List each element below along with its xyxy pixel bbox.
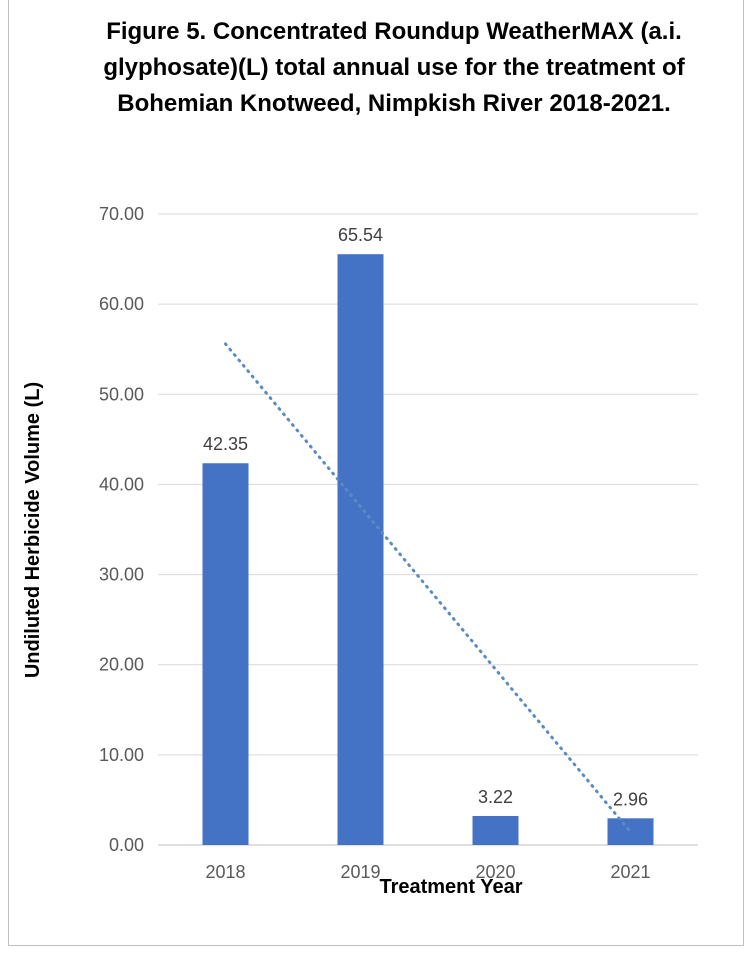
y-tick-label: 70.00: [99, 204, 144, 224]
bar: [202, 463, 249, 845]
bars: [202, 254, 654, 845]
x-tick-label: 2018: [205, 862, 245, 882]
bar: [607, 818, 654, 845]
chart-title: Figure 5. Concentrated Roundup WeatherMA…: [103, 18, 685, 117]
labels: 0.00 10.00 20.00 30.00 40.00 50.00 60.00 70.00 4…: [99, 204, 651, 882]
x-tick-label: 2019: [340, 862, 380, 882]
y-tick-label: 40.00: [99, 474, 144, 494]
trendline: [224, 342, 632, 834]
bar: [472, 815, 519, 845]
data-label: 3.22: [478, 787, 513, 807]
data-label: 65.54: [338, 225, 383, 245]
data-label: 2.96: [613, 789, 648, 809]
data-label: 42.35: [203, 434, 248, 454]
x-tick-label: 2021: [610, 862, 650, 882]
y-tick-label: 20.00: [99, 655, 144, 675]
bar: [337, 254, 384, 845]
y-axis-title: Undiluted Herbicide Volume (L): [22, 382, 44, 678]
x-axis-title: Treatment Year: [379, 876, 522, 898]
y-tick-label: 50.00: [99, 384, 144, 404]
trendline-line: [224, 342, 632, 834]
y-tick-label: 0.00: [109, 835, 144, 855]
y-tick-label: 60.00: [99, 294, 144, 314]
y-tick-label: 30.00: [99, 565, 144, 585]
x-tick-label: 2020: [475, 862, 515, 882]
y-tick-label: 10.00: [99, 745, 144, 765]
